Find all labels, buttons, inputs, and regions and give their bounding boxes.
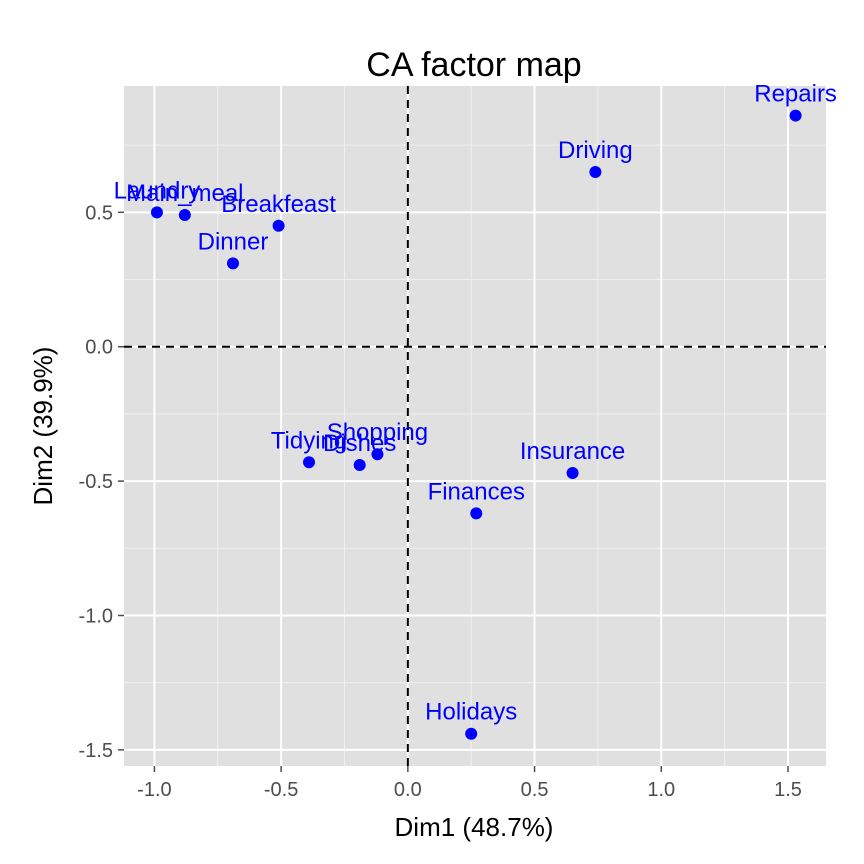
data-point bbox=[371, 448, 384, 461]
data-point bbox=[150, 206, 163, 219]
point-label: Main_meal bbox=[126, 180, 243, 207]
data-point bbox=[566, 467, 579, 480]
data-point bbox=[789, 109, 802, 122]
point-label: Dishes bbox=[323, 430, 396, 457]
x-tick-label: 0.0 bbox=[394, 779, 422, 801]
data-points bbox=[150, 109, 802, 740]
point-label: Insurance bbox=[520, 438, 625, 465]
chart-title: CA factor map bbox=[366, 46, 581, 84]
point-label: Repairs bbox=[754, 81, 837, 108]
grid-lines bbox=[124, 86, 826, 766]
data-point bbox=[465, 727, 478, 740]
point-label: Breakfeast bbox=[221, 191, 336, 218]
plot-panel bbox=[124, 86, 826, 766]
point-label: Tidying bbox=[271, 427, 347, 454]
y-tick-label: -1.0 bbox=[79, 605, 113, 627]
y-tick-label: 0.0 bbox=[85, 337, 113, 359]
data-point bbox=[178, 209, 191, 222]
point-label: Laundry bbox=[114, 177, 201, 204]
y-axis: -1.5 -1.0 -0.5 0.0 0.5 bbox=[79, 202, 124, 762]
data-point bbox=[589, 166, 602, 179]
reference-lines bbox=[124, 86, 826, 766]
y-axis-label: Dim2 (39.9%) bbox=[28, 347, 58, 506]
x-tick-label: -0.5 bbox=[264, 779, 298, 801]
point-label: Holidays bbox=[425, 699, 517, 726]
y-tick-label: 0.5 bbox=[85, 202, 113, 224]
point-label: Dinner bbox=[198, 228, 269, 255]
y-tick-label: -1.5 bbox=[79, 740, 113, 762]
data-point bbox=[303, 456, 316, 469]
x-tick-label: 0.5 bbox=[521, 779, 549, 801]
x-axis-label: Dim1 (48.7%) bbox=[395, 812, 554, 842]
x-tick-label: -1.0 bbox=[137, 779, 171, 801]
data-point bbox=[470, 507, 483, 520]
data-point bbox=[226, 257, 239, 270]
point-label: Driving bbox=[558, 137, 633, 164]
x-tick-label: 1.5 bbox=[774, 779, 802, 801]
point-label: Finances bbox=[428, 478, 525, 505]
data-point bbox=[272, 219, 285, 232]
point-label: Shopping bbox=[327, 419, 428, 446]
x-axis: -1.0 -0.5 0.0 0.5 1.0 1.5 bbox=[137, 766, 802, 801]
x-tick-label: 1.0 bbox=[647, 779, 675, 801]
y-tick-label: -0.5 bbox=[79, 471, 113, 493]
data-point bbox=[353, 458, 366, 471]
